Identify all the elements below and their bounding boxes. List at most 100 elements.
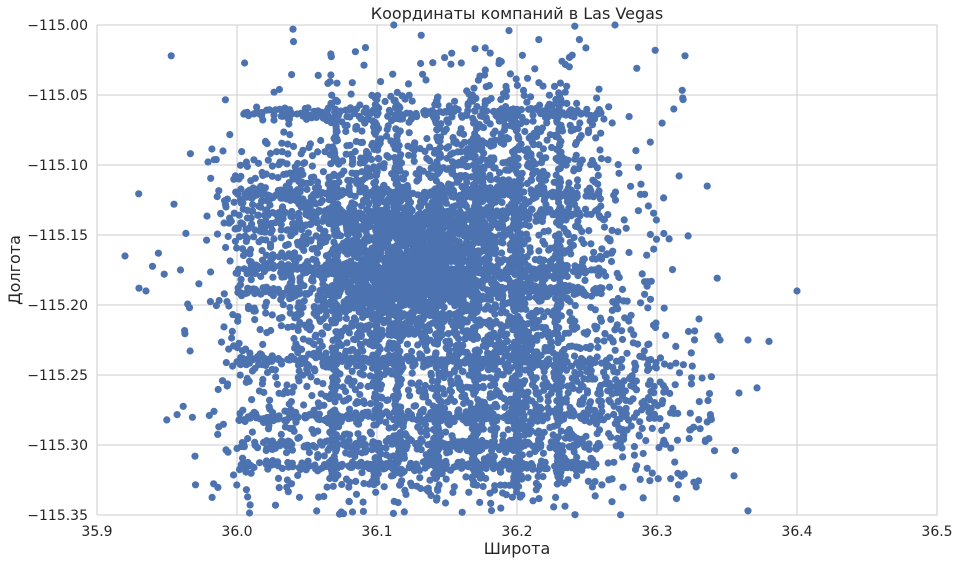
data-point [613,321,621,329]
data-point [319,380,327,388]
data-point [620,216,628,224]
data-point [578,400,586,408]
data-point [389,509,397,517]
data-point [359,507,367,515]
data-point [458,278,466,286]
data-point [596,314,605,322]
data-point [673,436,682,444]
data-point [641,290,649,298]
data-point [480,149,488,157]
data-point [542,324,550,332]
data-point [268,226,276,234]
data-point [280,170,288,179]
data-point [602,272,610,280]
data-point [173,411,181,419]
data-point [292,340,300,348]
data-point [490,164,498,172]
data-point [540,313,548,321]
data-point [544,227,552,235]
data-point [570,352,579,360]
data-point [410,402,418,410]
data-point [476,498,484,506]
data-point [423,135,431,143]
data-point [274,187,282,195]
data-point [448,203,456,211]
data-point [651,323,660,332]
data-point [448,49,456,57]
data-point [275,314,284,322]
data-point [654,475,662,483]
data-point [561,434,570,442]
plot-area [96,24,938,516]
data-point [223,382,231,390]
data-point [504,426,512,434]
data-point [383,152,391,160]
data-point [405,151,413,159]
data-point [609,338,617,346]
data-point [251,174,259,182]
data-point [499,110,508,118]
data-point [221,201,230,209]
data-point [629,395,637,403]
data-point [348,169,356,177]
data-point [576,344,585,352]
data-point [594,343,602,351]
data-point [295,493,304,501]
data-point [266,243,275,251]
data-point [203,236,211,244]
data-point [262,309,270,317]
data-point [491,250,499,258]
data-point [186,347,194,355]
data-point [272,373,280,381]
data-point [294,312,302,320]
data-point [262,138,270,146]
data-point [416,474,424,482]
data-point [672,342,680,350]
data-point [578,156,586,164]
data-point [523,389,531,397]
data-point [263,106,271,114]
data-point [707,413,715,421]
data-point [148,262,157,270]
data-point [282,241,290,250]
data-point [433,494,441,502]
data-point [462,473,470,481]
data-point [356,382,364,390]
data-point [405,118,413,126]
data-point [288,323,297,331]
data-point [538,124,547,132]
data-point [333,79,341,87]
data-point [273,380,281,388]
data-point [487,507,496,515]
data-point [277,322,285,330]
data-point [487,499,495,507]
data-point [634,340,642,348]
data-point [615,379,624,387]
data-point [292,219,300,227]
data-point [135,190,143,198]
data-point [593,164,601,172]
data-point [534,323,542,331]
data-point [688,374,696,382]
data-point [344,231,352,239]
data-point [604,413,612,421]
data-point [425,326,434,334]
data-point [445,337,453,345]
data-point [639,400,647,408]
data-point [412,305,421,313]
data-point [535,495,543,503]
data-point [493,386,501,394]
data-point [224,232,232,241]
data-point [497,392,505,400]
data-point [639,449,647,458]
data-point [354,348,363,356]
data-point [528,381,537,389]
data-point [242,378,250,386]
data-point [352,137,360,146]
data-point [691,327,699,335]
data-point [342,475,351,483]
data-point [403,340,411,348]
data-point [320,401,328,409]
data-point [686,409,694,417]
data-point [298,170,306,178]
